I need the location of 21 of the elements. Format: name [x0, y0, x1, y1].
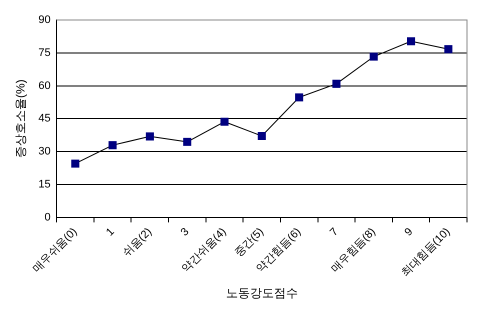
y-tick-label: 75 [38, 46, 51, 59]
point [183, 138, 192, 146]
y-tick-label: 0 [44, 211, 51, 224]
y-tick-label: 30 [38, 146, 51, 158]
x-axis-title: 노동강도점수 [226, 286, 298, 300]
point [71, 160, 80, 168]
y-tick-label: 90 [38, 14, 51, 26]
point [370, 52, 378, 61]
point [444, 45, 452, 54]
y-tick-label: 45 [38, 112, 51, 125]
y-axis-title: 증상호소율(%) [14, 79, 28, 158]
y-tick-label: 15 [38, 178, 51, 190]
point [332, 80, 340, 88]
point [108, 141, 117, 150]
point [295, 93, 304, 102]
y-tick-label: 60 [38, 80, 51, 92]
x-tick-label: 1 [104, 226, 117, 239]
point [407, 37, 416, 46]
point [146, 132, 154, 140]
point [220, 118, 229, 126]
point [258, 132, 266, 140]
